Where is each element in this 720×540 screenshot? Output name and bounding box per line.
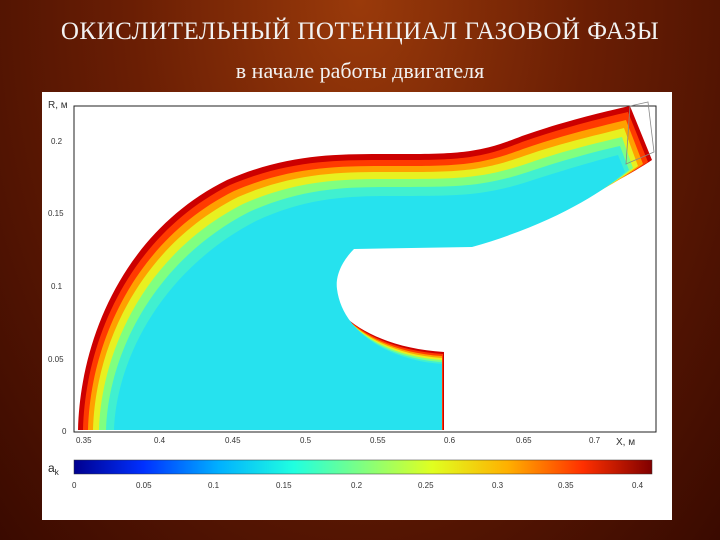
colorbar-tick: 0.15 <box>276 481 292 490</box>
colorbar-tick: 0.05 <box>136 481 152 490</box>
y-axis: R, м 0.2 0.15 0.1 0.05 0 <box>48 100 68 436</box>
x-axis-label: X, м <box>616 437 635 448</box>
colorbar-tick: 0.2 <box>351 481 363 490</box>
colorbar-tick: 0.3 <box>492 481 504 490</box>
plot-frame <box>73 105 657 433</box>
colorbar-gradient <box>73 459 653 475</box>
y-tick: 0.15 <box>48 209 64 218</box>
x-tick: 0.5 <box>300 436 312 445</box>
colorbar-ticks: 0 0.05 0.1 0.15 0.2 0.25 0.3 0.35 0.4 <box>72 481 644 490</box>
colorbar-tick: 0.1 <box>208 481 220 490</box>
x-axis: 0.35 0.4 0.45 0.5 0.55 0.6 0.65 0.7 X, м <box>76 436 635 448</box>
colorbar-label: ak <box>48 461 60 477</box>
slide-title: ОКИСЛИТЕЛЬНЫЙ ПОТЕНЦИАЛ ГАЗОВОЙ ФАЗЫ <box>60 18 660 45</box>
plot-panel: R, м 0.2 0.15 0.1 0.05 0 0.35 0.4 0.45 0… <box>42 92 672 520</box>
y-tick: 0 <box>62 427 67 436</box>
colorbar: ak <box>48 459 653 477</box>
x-tick: 0.65 <box>516 436 532 445</box>
y-axis-label: R, м <box>48 100 68 111</box>
y-tick: 0.1 <box>51 282 63 291</box>
x-tick: 0.35 <box>76 436 92 445</box>
x-tick: 0.45 <box>225 436 241 445</box>
x-tick: 0.4 <box>154 436 166 445</box>
field-region <box>78 106 652 430</box>
y-tick: 0.2 <box>51 137 63 146</box>
y-tick: 0.05 <box>48 355 64 364</box>
colorbar-tick: 0.4 <box>632 481 644 490</box>
colorbar-tick: 0.25 <box>418 481 434 490</box>
colorbar-tick: 0.35 <box>558 481 574 490</box>
contour-plot: R, м 0.2 0.15 0.1 0.05 0 0.35 0.4 0.45 0… <box>48 100 657 490</box>
colorbar-tick: 0 <box>72 481 77 490</box>
x-tick: 0.6 <box>444 436 456 445</box>
x-tick: 0.7 <box>589 436 601 445</box>
nozzle-exit-outline <box>625 101 655 165</box>
x-tick: 0.55 <box>370 436 386 445</box>
slide-subtitle: в начале работы двигателя <box>235 58 485 83</box>
